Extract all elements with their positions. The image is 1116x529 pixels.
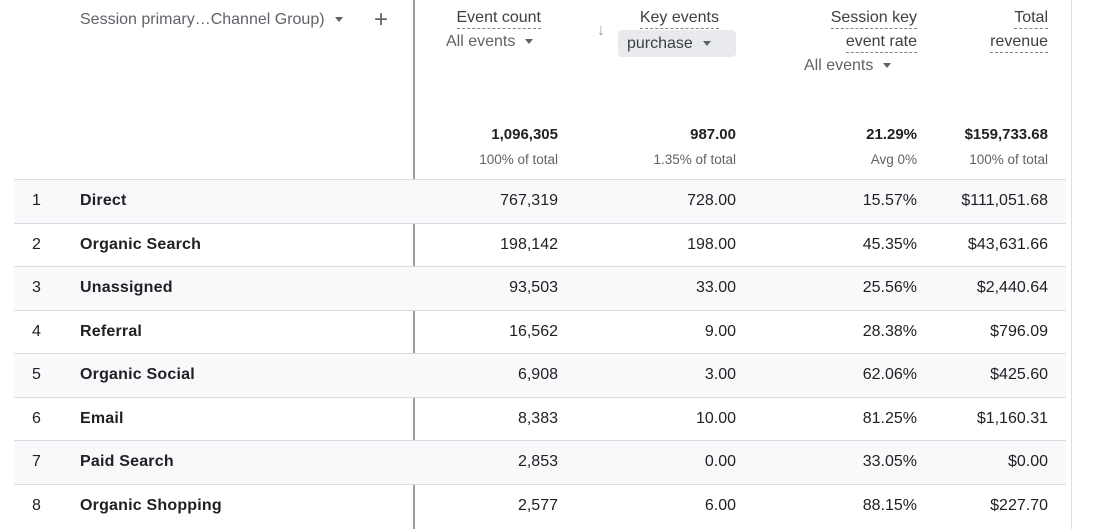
event-count-cell: 2,577 <box>517 496 558 514</box>
table-row[interactable]: 3 Unassigned 93,503 33.00 25.56% $2,440.64 <box>14 266 1066 310</box>
header-event-count[interactable]: Event count <box>456 6 541 30</box>
key-events-filter[interactable]: purchase <box>618 30 736 57</box>
key-events-cell: 0.00 <box>704 453 736 470</box>
rate-cell: 15.57% <box>862 192 917 209</box>
row-index: 3 <box>32 279 41 296</box>
rate-filter[interactable]: All events <box>804 57 892 75</box>
total-event-count-sub: 100% of total <box>479 152 558 167</box>
scroll-track <box>1071 0 1072 529</box>
revenue-cell: $1,160.31 <box>976 409 1048 427</box>
rate-cell: 62.06% <box>862 366 917 383</box>
filter-label: purchase <box>627 35 693 52</box>
event-count-cell: 16,562 <box>509 322 558 340</box>
sort-arrow-down-icon[interactable]: ↓ <box>597 22 605 39</box>
header-session-key-event-rate[interactable]: Session key event rate <box>830 6 917 54</box>
channel-name: Organic Social <box>80 366 195 383</box>
channel-name: Referral <box>80 322 143 340</box>
chevron-down-icon <box>525 39 534 45</box>
row-index: 7 <box>32 453 41 470</box>
filter-label: All events <box>804 57 874 74</box>
key-events-cell: 9.00 <box>704 322 736 340</box>
column-title: Total <box>1014 8 1048 29</box>
total-revenue: $159,733.68 <box>964 126 1048 143</box>
revenue-cell: $111,051.68 <box>961 192 1048 209</box>
total-key-events: 987.00 <box>690 126 736 143</box>
table-row[interactable]: 7 Paid Search 2,853 0.00 33.05% $0.00 <box>14 440 1066 484</box>
chevron-down-icon <box>334 17 343 23</box>
row-index: 5 <box>32 366 41 383</box>
revenue-cell: $796.09 <box>990 322 1048 340</box>
column-title: Key events <box>639 8 719 29</box>
channel-name: Unassigned <box>80 279 173 296</box>
event-count-cell: 767,319 <box>500 192 558 209</box>
event-count-cell: 2,853 <box>517 453 558 470</box>
column-divider[interactable] <box>413 0 415 529</box>
revenue-cell: $425.60 <box>990 366 1048 383</box>
header-key-events[interactable]: Key events <box>639 6 719 30</box>
rate-cell: 81.25% <box>862 409 917 427</box>
total-event-count: 1,096,305 <box>491 126 558 143</box>
revenue-cell: $227.70 <box>990 496 1048 514</box>
event-count-cell: 8,383 <box>517 409 558 427</box>
column-title: Session key <box>830 8 917 29</box>
table-row[interactable]: 1 Direct 767,319 728.00 15.57% $111,051.68 <box>14 179 1066 223</box>
revenue-cell: $43,631.66 <box>967 235 1048 253</box>
channel-name: Email <box>80 409 124 427</box>
row-index: 6 <box>32 409 41 427</box>
key-events-cell: 33.00 <box>695 279 736 296</box>
channel-name: Organic Shopping <box>80 496 222 514</box>
total-revenue-sub: 100% of total <box>969 152 1048 167</box>
key-events-cell: 198.00 <box>687 235 736 253</box>
total-rate-sub: Avg 0% <box>870 152 917 167</box>
row-index: 4 <box>32 322 41 340</box>
rate-cell: 28.38% <box>862 322 917 340</box>
channel-name: Paid Search <box>80 453 174 470</box>
plus-icon[interactable]: + <box>374 6 389 33</box>
key-events-cell: 3.00 <box>704 366 736 383</box>
column-title: revenue <box>990 32 1048 53</box>
table-row[interactable]: 6 Email 8,383 10.00 81.25% $1,160.31 <box>14 396 1066 441</box>
row-index: 8 <box>32 496 41 514</box>
channel-name: Organic Search <box>80 235 202 253</box>
key-events-cell: 6.00 <box>704 496 736 514</box>
table-row[interactable]: 2 Organic Search 198,142 198.00 45.35% $43,63… <box>14 222 1066 267</box>
rate-cell: 88.15% <box>862 496 917 514</box>
dimension-selector[interactable]: Session primary…Channel Group) <box>80 11 343 29</box>
table-row[interactable]: 8 Organic Shopping 2,577 6.00 88.15% $227.70 <box>14 483 1066 528</box>
event-count-cell: 6,908 <box>517 366 558 383</box>
dimension-label: Session primary…Channel Group) <box>80 11 325 28</box>
column-title: Event count <box>456 8 541 29</box>
channel-name: Direct <box>80 192 127 209</box>
event-count-cell: 198,142 <box>500 235 558 253</box>
chevron-down-icon <box>883 63 892 69</box>
revenue-cell: $0.00 <box>1007 453 1048 470</box>
row-index: 2 <box>32 235 41 253</box>
rate-cell: 33.05% <box>862 453 917 470</box>
total-key-events-sub: 1.35% of total <box>653 152 736 167</box>
chevron-down-icon <box>702 41 711 47</box>
key-events-cell: 728.00 <box>687 192 736 209</box>
rate-cell: 25.56% <box>862 279 917 296</box>
total-rate: 21.29% <box>866 126 917 143</box>
event-count-filter[interactable]: All events <box>446 33 534 51</box>
row-index: 1 <box>32 192 41 209</box>
column-title: event rate <box>845 32 917 53</box>
table-row[interactable]: 4 Referral 16,562 9.00 28.38% $796.09 <box>14 309 1066 354</box>
key-events-cell: 10.00 <box>695 409 736 427</box>
event-count-cell: 93,503 <box>509 279 558 296</box>
rate-cell: 45.35% <box>862 235 917 253</box>
revenue-cell: $2,440.64 <box>976 279 1048 296</box>
filter-label: All events <box>446 33 516 50</box>
table-row[interactable]: 5 Organic Social 6,908 3.00 62.06% $425.60 <box>14 353 1066 397</box>
header-total-revenue[interactable]: Total revenue <box>990 6 1048 54</box>
